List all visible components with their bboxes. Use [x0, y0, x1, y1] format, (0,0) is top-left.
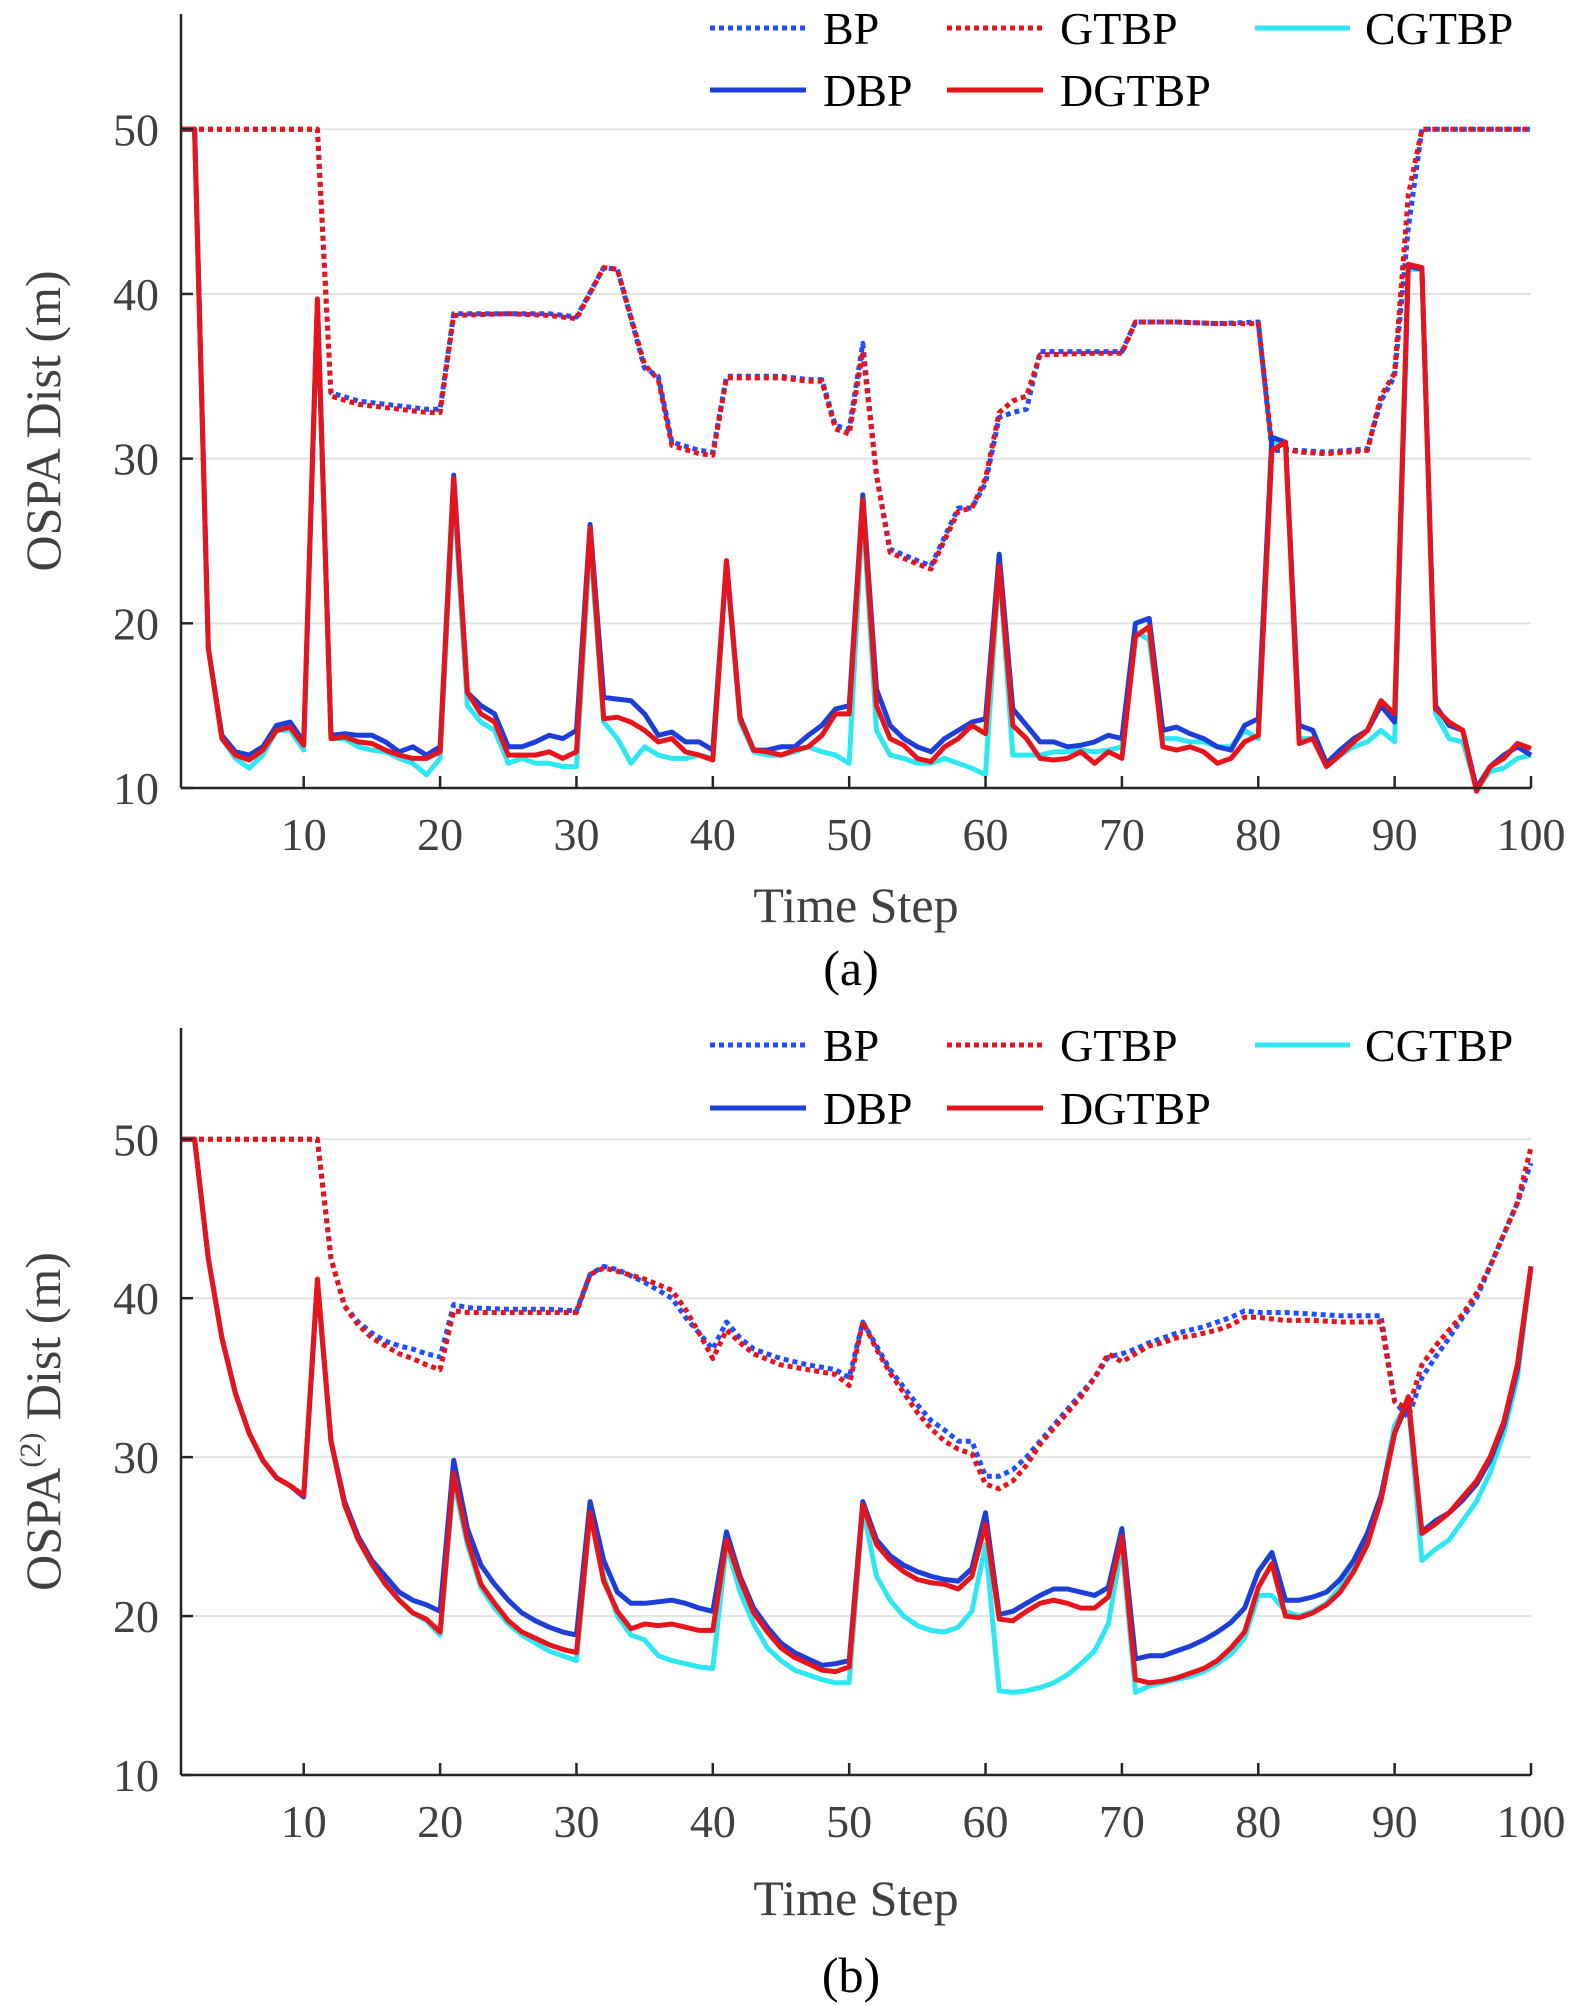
y-axis-title: OSPA(2) Dist (m)	[14, 1252, 71, 1591]
x-tick-label-50: 50	[826, 1796, 872, 1847]
x-axis-title: Time Step	[753, 1870, 958, 1926]
y-tick-label-10: 10	[113, 1750, 159, 1801]
legend-label-dbp: DBP	[823, 65, 912, 116]
y-tick-label-20: 20	[113, 1591, 159, 1642]
x-tick-label-40: 40	[690, 809, 736, 860]
x-tick-label-90: 90	[1372, 1796, 1418, 1847]
series-line-dgtbp	[181, 126, 1532, 794]
x-tick-label-100: 100	[1497, 809, 1566, 860]
x-tick-label-100: 100	[1497, 1796, 1566, 1847]
y-axis-title-rest: Dist (m)	[15, 1252, 71, 1433]
panel-a: 10 20 30 40 50 60 70 80 90 100 10 20 30 40 50 Time Step…	[15, 3, 1566, 996]
x-tick-label-60: 60	[963, 809, 1009, 860]
y-tick-label-40: 40	[113, 1273, 159, 1324]
panel-b: 10 20 30 40 50 60 70 80 90 100 10 20 30 40 50 Time Step…	[14, 1020, 1566, 2003]
x-axis-title: Time Step	[753, 877, 958, 933]
series-line-gtbp	[181, 126, 1531, 572]
legend-label-gtbp: GTBP	[1060, 3, 1178, 54]
legend-label-bp: BP	[823, 3, 879, 54]
y-tick-label-10: 10	[113, 763, 159, 814]
x-tick-label-10: 10	[281, 1796, 327, 1847]
y-tick-label-20: 20	[113, 598, 159, 649]
series-line-dgtbp	[181, 1136, 1534, 1686]
x-tick-label-80: 80	[1235, 1796, 1281, 1847]
y-tick-label-40: 40	[113, 269, 159, 320]
x-tick-label-50: 50	[826, 809, 872, 860]
legend-label-dgtbp: DGTBP	[1060, 1083, 1211, 1134]
x-tick-label-30: 30	[553, 809, 599, 860]
x-tick-label-80: 80	[1235, 809, 1281, 860]
x-tick-label-70: 70	[1099, 809, 1145, 860]
y-tick-label-30: 30	[113, 434, 159, 485]
panel-caption: (a)	[823, 940, 879, 996]
legend-label-cgtbp: CGTBP	[1365, 3, 1513, 54]
y-axis-title-superscript: (2)	[14, 1433, 47, 1468]
x-tick-label-70: 70	[1099, 1796, 1145, 1847]
panel-caption: (b)	[822, 1947, 880, 2003]
x-tick-label-20: 20	[417, 1796, 463, 1847]
series-line-bp	[181, 1136, 1534, 1479]
y-tick-label-50: 50	[113, 104, 159, 155]
x-tick-label-10: 10	[281, 809, 327, 860]
legend-label-bp: BP	[823, 1020, 879, 1071]
x-tick-label-20: 20	[417, 809, 463, 860]
y-axis-title-main: OSPA	[15, 1468, 71, 1591]
y-axis-title: OSPA Dist (m)	[15, 270, 71, 571]
y-tick-label-50: 50	[113, 1114, 159, 1165]
legend-label-cgtbp: CGTBP	[1365, 1020, 1513, 1071]
legend-label-dbp: DBP	[823, 1083, 912, 1134]
x-tick-label-30: 30	[553, 1796, 599, 1847]
y-tick-label-30: 30	[113, 1432, 159, 1483]
x-tick-label-90: 90	[1372, 809, 1418, 860]
legend-label-gtbp: GTBP	[1060, 1020, 1178, 1071]
legend-label-dgtbp: DGTBP	[1060, 65, 1211, 116]
series-line-gtbp	[181, 1136, 1534, 1492]
x-tick-label-40: 40	[690, 1796, 736, 1847]
x-tick-label-60: 60	[963, 1796, 1009, 1847]
